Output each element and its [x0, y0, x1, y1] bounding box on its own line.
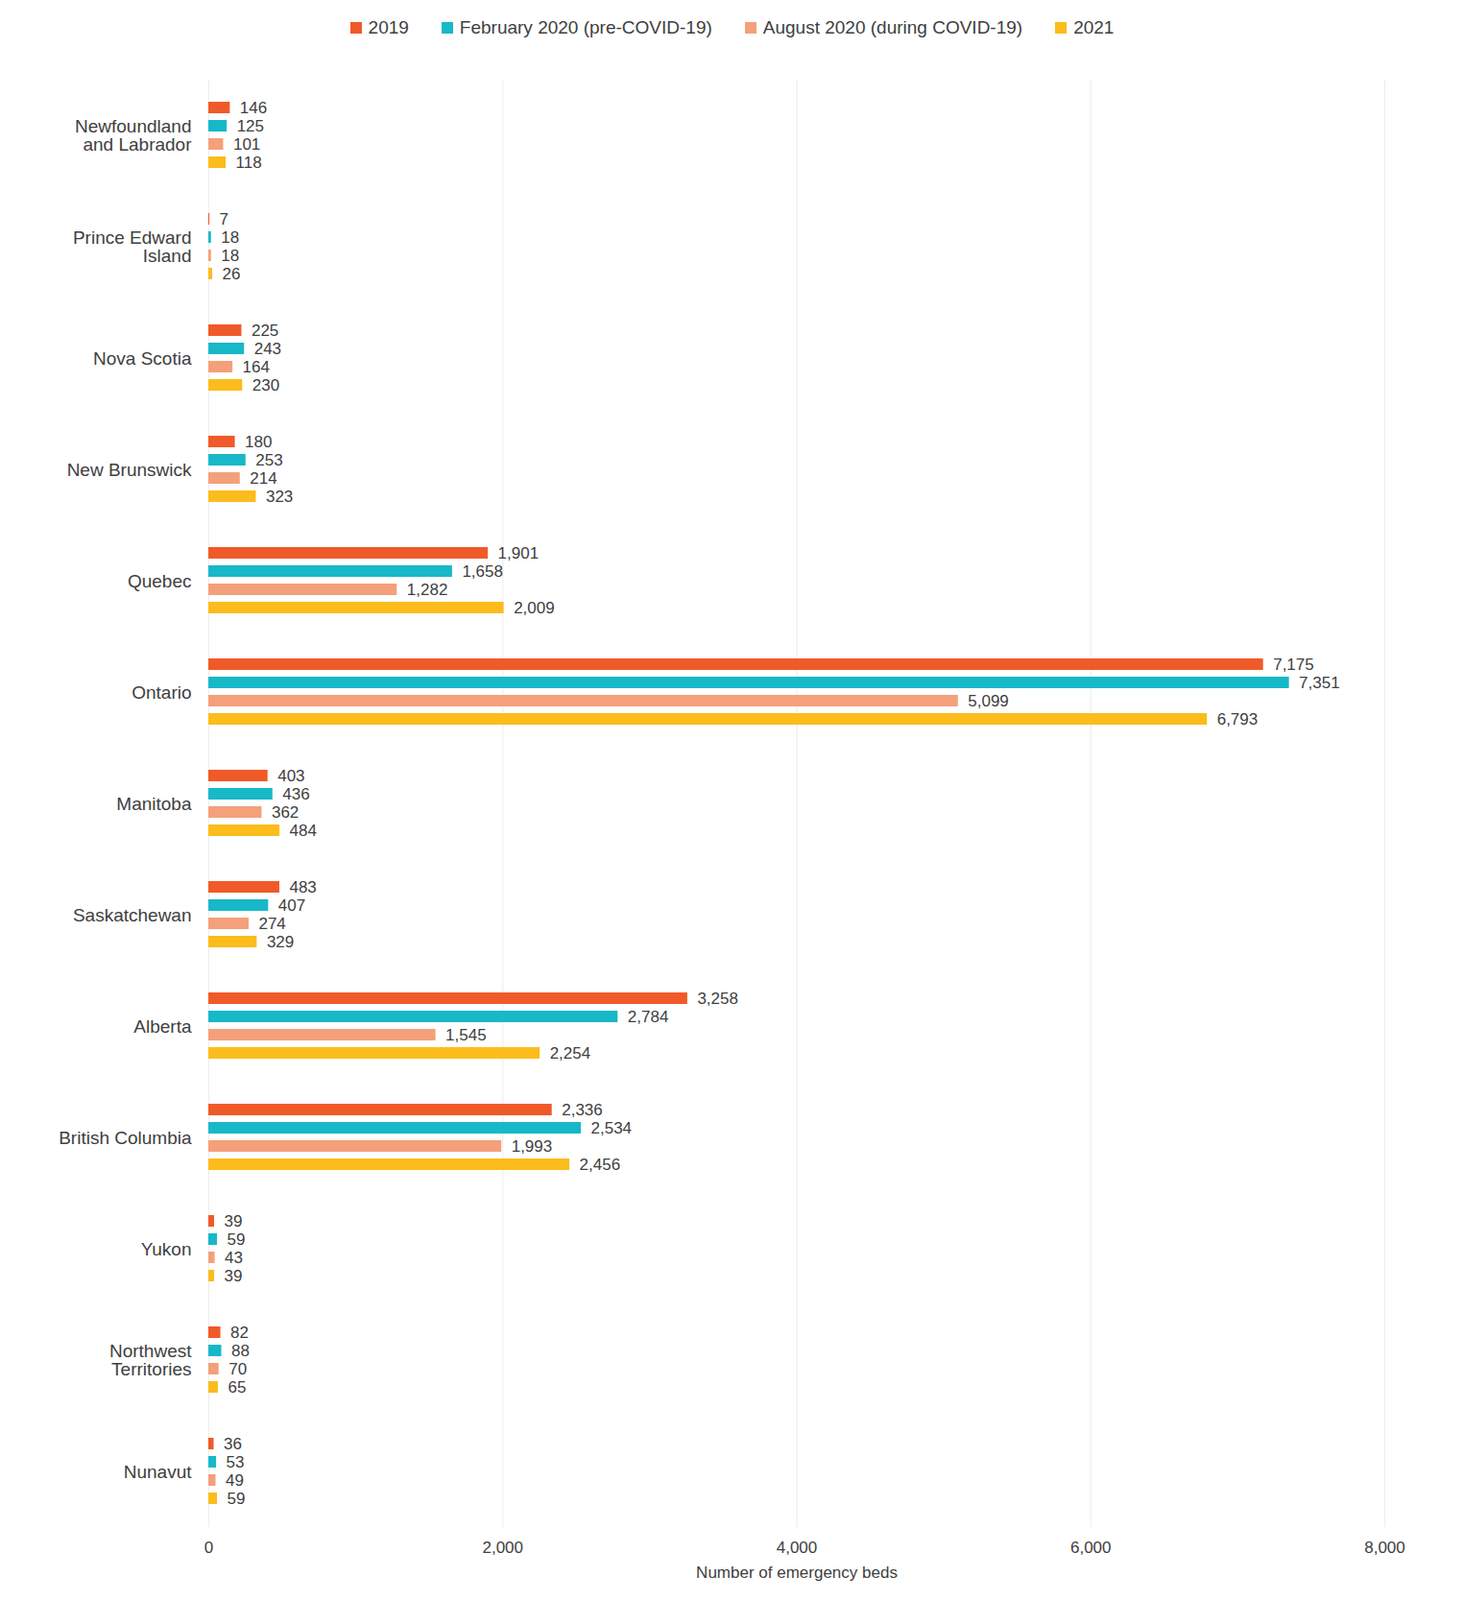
svg-text:39: 39	[223, 1267, 242, 1286]
svg-text:18: 18	[220, 228, 240, 247]
svg-text:New Brunswick: New Brunswick	[67, 459, 192, 480]
svg-text:88: 88	[231, 1342, 250, 1361]
html-text:2021: 2021	[1073, 17, 1114, 38]
svg-text:225: 225	[251, 321, 279, 340]
svg-text:59: 59	[227, 1489, 246, 1509]
svg-text:180: 180	[244, 432, 272, 452]
svg-text:7: 7	[219, 210, 229, 229]
svg-text:329: 329	[266, 933, 294, 952]
svg-text:403: 403	[277, 767, 305, 786]
svg-text:436: 436	[282, 785, 310, 804]
svg-text:1,545: 1,545	[445, 1026, 487, 1045]
svg-text:7,351: 7,351	[1298, 673, 1341, 693]
svg-text:230: 230	[252, 376, 280, 395]
svg-text:214: 214	[249, 469, 277, 488]
svg-text:Alberta: Alberta	[133, 1016, 192, 1037]
svg-text:484: 484	[289, 821, 317, 840]
svg-text:82: 82	[230, 1323, 249, 1343]
svg-text:2,254: 2,254	[550, 1044, 592, 1063]
svg-text:39: 39	[223, 1212, 242, 1231]
svg-text:2,534: 2,534	[591, 1119, 633, 1138]
svg-text:118: 118	[236, 153, 263, 172]
svg-text:2,009: 2,009	[513, 599, 555, 618]
svg-text:1,658: 1,658	[461, 562, 504, 581]
svg-text:Prince EdwardIsland: Prince EdwardIsland	[72, 227, 192, 266]
svg-text:164: 164	[242, 358, 270, 377]
svg-text:2,784: 2,784	[627, 1008, 670, 1027]
svg-text:101: 101	[233, 135, 261, 154]
svg-text:NorthwestTerritories: NorthwestTerritories	[109, 1341, 192, 1380]
html-text:2019: 2019	[368, 17, 409, 38]
svg-text:4,000: 4,000	[776, 1538, 818, 1558]
svg-text:Nunavut: Nunavut	[123, 1462, 192, 1483]
svg-text:Quebec: Quebec	[127, 571, 192, 592]
svg-text:18: 18	[220, 246, 240, 265]
svg-text:483: 483	[288, 878, 316, 897]
svg-text:8,000: 8,000	[1364, 1538, 1406, 1558]
svg-text:Number of emergency beds: Number of emergency beds	[696, 1563, 898, 1583]
svg-text:253: 253	[255, 451, 283, 470]
svg-text:1,282: 1,282	[407, 580, 449, 600]
svg-text:323: 323	[265, 487, 293, 506]
html-text:August 2020 (during COVID-19): August 2020 (during COVID-19)	[763, 17, 1023, 38]
svg-text:5,099: 5,099	[967, 692, 1009, 711]
svg-text:6,793: 6,793	[1217, 710, 1259, 729]
svg-text:1,993: 1,993	[511, 1137, 553, 1156]
svg-text:Ontario: Ontario	[131, 682, 192, 703]
svg-text:407: 407	[278, 896, 306, 915]
svg-text:65: 65	[227, 1378, 246, 1397]
svg-text:43: 43	[224, 1248, 243, 1268]
svg-text:2,000: 2,000	[481, 1538, 524, 1558]
svg-text:362: 362	[271, 803, 299, 822]
svg-text:3,258: 3,258	[696, 989, 739, 1008]
svg-text:Yukon: Yukon	[141, 1239, 192, 1260]
html-text:February 2020 (pre-COVID-19): February 2020 (pre-COVID-19)	[459, 17, 713, 38]
svg-text:7,175: 7,175	[1272, 655, 1315, 674]
svg-text:2,456: 2,456	[579, 1155, 622, 1175]
svg-text:2,336: 2,336	[561, 1101, 603, 1120]
svg-text:26: 26	[221, 264, 240, 284]
svg-text:243: 243	[254, 339, 282, 359]
svg-text:0: 0	[204, 1538, 214, 1558]
svg-text:36: 36	[223, 1435, 242, 1454]
svg-text:49: 49	[225, 1471, 244, 1490]
svg-text:British Columbia: British Columbia	[58, 1128, 192, 1149]
svg-text:Newfoundlandand Labrador: Newfoundlandand Labrador	[74, 116, 192, 155]
svg-text:53: 53	[226, 1453, 245, 1472]
svg-text:1,901: 1,901	[498, 544, 540, 563]
svg-text:6,000: 6,000	[1070, 1538, 1112, 1558]
svg-text:274: 274	[258, 914, 286, 934]
svg-text:Nova Scotia: Nova Scotia	[93, 348, 192, 369]
svg-text:70: 70	[228, 1360, 247, 1379]
svg-text:59: 59	[227, 1230, 246, 1249]
svg-text:Manitoba: Manitoba	[116, 793, 192, 815]
svg-text:Saskatchewan: Saskatchewan	[72, 905, 192, 926]
svg-text:146: 146	[240, 98, 267, 118]
svg-text:125: 125	[237, 117, 264, 136]
